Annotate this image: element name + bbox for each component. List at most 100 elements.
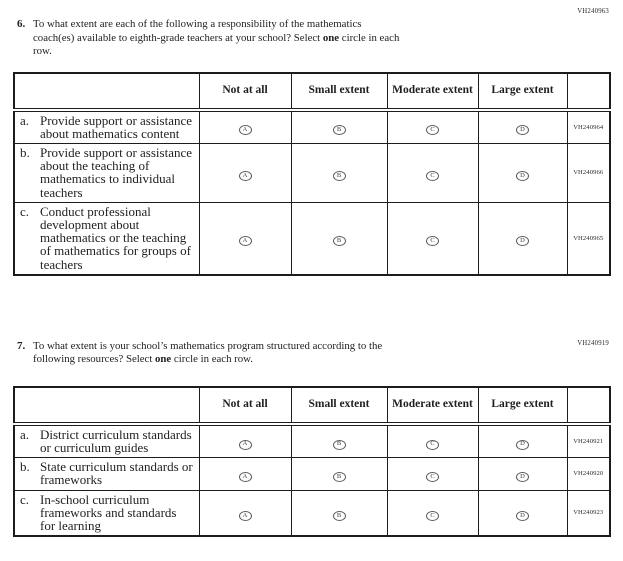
option-cell: B bbox=[290, 201, 388, 276]
question-text-line: row. bbox=[33, 45, 553, 59]
answer-circle[interactable]: C bbox=[426, 236, 439, 247]
option-cell: C bbox=[386, 423, 479, 459]
question-text-segment: following resources? Select bbox=[33, 353, 156, 366]
answer-circle[interactable]: A bbox=[238, 236, 252, 247]
answer-circle[interactable]: C bbox=[426, 439, 439, 450]
question-text-bold: one bbox=[155, 353, 172, 366]
question-number: 7. bbox=[17, 339, 26, 352]
answer-circle[interactable]: C bbox=[426, 125, 439, 136]
question-text-line: following resources? Select one circle i… bbox=[33, 353, 553, 367]
row-label-cell: c. In-school curriculum frameworks and st… bbox=[13, 489, 200, 537]
option-cell: A bbox=[198, 109, 292, 144]
row-letter: a. bbox=[20, 426, 30, 442]
answer-circle[interactable]: A bbox=[238, 171, 252, 182]
answer-circle[interactable]: A bbox=[238, 511, 252, 522]
option-cell: A bbox=[198, 457, 292, 491]
row-label-cell: a. Provide support or assistance about ma… bbox=[13, 109, 200, 144]
answer-circle[interactable]: A bbox=[238, 472, 252, 483]
option-cell: A bbox=[198, 423, 292, 459]
answer-circle[interactable]: D bbox=[516, 472, 529, 483]
item-code: VH240964 bbox=[566, 109, 611, 144]
option-cell: D bbox=[477, 423, 568, 459]
table-row: c. Conduct professional development about… bbox=[13, 201, 611, 276]
table-row: c. In-school curriculum frameworks and st… bbox=[13, 489, 611, 537]
option-cell: A bbox=[198, 142, 292, 203]
answer-circle[interactable]: B bbox=[332, 511, 346, 522]
item-code: VH240921 bbox=[566, 423, 611, 459]
question-code: VH240919 bbox=[577, 340, 609, 347]
option-cell: C bbox=[386, 109, 479, 144]
row-label: District curriculum standards or curricu… bbox=[40, 426, 192, 455]
answer-circle[interactable]: A bbox=[238, 125, 252, 136]
option-cell: C bbox=[386, 201, 479, 276]
option-cell: C bbox=[386, 489, 479, 537]
answer-circle[interactable]: A bbox=[238, 439, 252, 450]
option-cell: B bbox=[290, 423, 388, 459]
answer-circle[interactable]: B bbox=[332, 125, 346, 136]
row-letter: a. bbox=[20, 112, 30, 128]
answer-circle[interactable]: B bbox=[332, 472, 346, 483]
option-cell: D bbox=[477, 142, 568, 203]
answer-circle[interactable]: D bbox=[516, 439, 529, 450]
question-code: VH240963 bbox=[577, 8, 609, 15]
column-header-small-extent: Small extent bbox=[290, 72, 388, 112]
header-row: Not at all Small extent Moderate extent … bbox=[13, 72, 611, 112]
answer-circle[interactable]: D bbox=[516, 171, 529, 182]
question-text-line: coach(es) available to eighth-grade teac… bbox=[33, 32, 553, 46]
column-header-not-at-all: Not at all bbox=[198, 386, 292, 426]
answer-circle[interactable]: C bbox=[426, 511, 439, 522]
answer-circle[interactable]: B bbox=[332, 171, 346, 182]
option-cell: D bbox=[477, 201, 568, 276]
column-header-empty bbox=[13, 386, 200, 426]
answer-circle[interactable]: C bbox=[426, 171, 439, 182]
header-row: Not at all Small extent Moderate extent … bbox=[13, 386, 611, 426]
option-cell: D bbox=[477, 489, 568, 537]
answer-circle[interactable]: C bbox=[426, 472, 439, 483]
row-letter: c. bbox=[20, 491, 30, 507]
table-row: a. District curriculum standards or curri… bbox=[13, 423, 611, 459]
question-text-segment: coach(es) available to eighth-grade teac… bbox=[33, 31, 323, 44]
option-cell: B bbox=[290, 457, 388, 491]
question-7: 7. To what extent is your school’s mathe… bbox=[17, 340, 623, 367]
answer-circle[interactable]: B bbox=[332, 236, 346, 247]
question-text-bold: one bbox=[322, 31, 340, 44]
answer-circle[interactable]: B bbox=[332, 439, 346, 450]
question-text-segment: circle in each row. bbox=[171, 353, 253, 366]
question-text-line: To what extent is your school’s mathemat… bbox=[33, 340, 553, 354]
question-number: 6. bbox=[17, 18, 26, 30]
question-text-line: To what extent are each of the following… bbox=[33, 18, 553, 32]
row-letter: b. bbox=[20, 144, 30, 160]
option-cell: B bbox=[290, 142, 388, 203]
answer-circle[interactable]: D bbox=[516, 125, 529, 136]
column-header-large-extent: Large extent bbox=[477, 72, 568, 112]
table-row: b. Provide support or assistance about th… bbox=[13, 142, 611, 203]
option-cell: C bbox=[386, 142, 479, 203]
question-text: To what extent are each of the following… bbox=[33, 18, 553, 59]
response-matrix-table-q6: Not at all Small extent Moderate extent … bbox=[13, 71, 611, 276]
row-label-cell: c. Conduct professional development about… bbox=[13, 201, 200, 276]
question-text-segment: To what extent is your school’s mathemat… bbox=[33, 339, 383, 352]
column-header-small-extent: Small extent bbox=[290, 386, 388, 426]
row-label: Provide support or assistance about math… bbox=[40, 112, 193, 141]
row-label: Conduct professional development about m… bbox=[40, 203, 191, 272]
row-label-cell: b. State curriculum standards or framewor… bbox=[13, 457, 200, 491]
row-label: In-school curriculum frameworks and stan… bbox=[40, 491, 177, 533]
column-header-moderate-extent: Moderate extent bbox=[386, 386, 479, 426]
item-code: VH240920 bbox=[566, 457, 611, 491]
column-header-empty bbox=[566, 386, 611, 426]
item-code: VH240966 bbox=[566, 142, 611, 203]
column-header-empty bbox=[566, 72, 611, 112]
option-cell: D bbox=[477, 109, 568, 144]
question-6: 6. To what extent are each of the follow… bbox=[17, 18, 623, 59]
answer-circle[interactable]: D bbox=[516, 236, 529, 247]
response-matrix-table-q7: Not at all Small extent Moderate extent … bbox=[13, 385, 611, 538]
row-letter: c. bbox=[20, 203, 30, 219]
question-text-segment: To what extent are each of the following… bbox=[33, 18, 362, 30]
column-header-large-extent: Large extent bbox=[477, 386, 568, 426]
question-text-segment: circle in each bbox=[339, 31, 400, 44]
row-label-cell: a. District curriculum standards or curri… bbox=[13, 423, 200, 459]
option-cell: C bbox=[386, 457, 479, 491]
answer-circle[interactable]: D bbox=[516, 511, 529, 522]
row-letter: b. bbox=[20, 459, 30, 475]
